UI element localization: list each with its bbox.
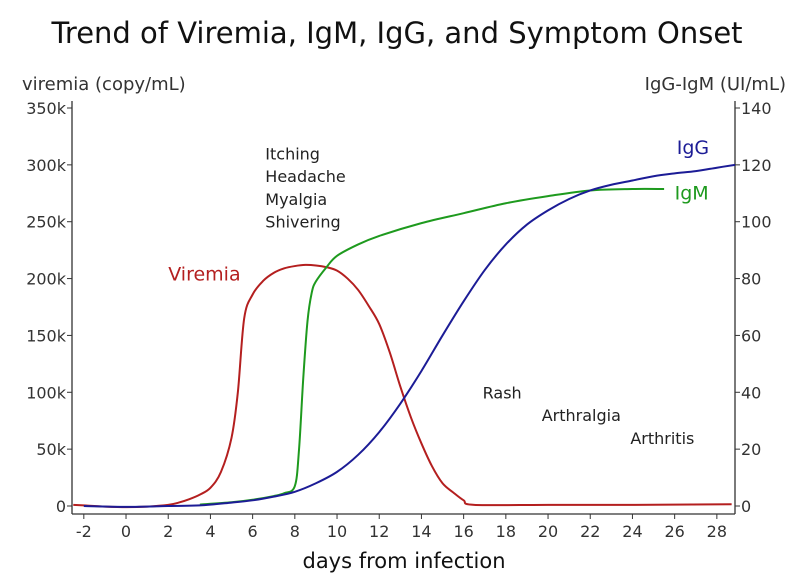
x-tick-label: 24 bbox=[622, 522, 642, 541]
y-right-tick-label: 40 bbox=[741, 383, 761, 402]
series-line-viremia bbox=[73, 263, 732, 509]
x-tick-label: 10 bbox=[327, 522, 347, 541]
annotations-layer: Viremia IgG IgM Itching Headache Myalgia Shive… bbox=[168, 137, 709, 448]
x-tick-label: 14 bbox=[411, 522, 431, 541]
annotation-label: IgG bbox=[677, 137, 709, 159]
y-right-tick-label: 20 bbox=[741, 440, 761, 459]
y-right-tick-label: 0 bbox=[741, 497, 751, 516]
y-right-label: IgG-IgM (UI/mL) bbox=[645, 74, 786, 95]
annotation-label: Arthralgia bbox=[542, 406, 621, 425]
series-line-igg bbox=[83, 163, 736, 508]
annotation-label: Headache bbox=[265, 167, 345, 186]
annotation-label: Arthritis bbox=[630, 429, 694, 448]
y-left-tick-label: 0 bbox=[56, 497, 66, 516]
y-left-tick-label: 200k bbox=[26, 270, 67, 289]
y-left-tick-label: 300k bbox=[26, 156, 67, 175]
y-left-tick-label: 150k bbox=[26, 326, 67, 345]
annotation-label: Viremia bbox=[168, 263, 240, 285]
annotation-label: Rash bbox=[483, 383, 522, 402]
annotation-label: Myalgia bbox=[265, 190, 327, 209]
y-right-tick-label: 120 bbox=[741, 156, 772, 175]
x-axis-label: days from infection bbox=[302, 549, 505, 573]
y-left-tick-label: 350k bbox=[26, 99, 67, 118]
y-left-label: viremia (copy/mL) bbox=[22, 74, 186, 95]
x-tick-label: 18 bbox=[496, 522, 516, 541]
y-left-tick-label: 50k bbox=[36, 440, 66, 459]
x-tick-label: 12 bbox=[369, 522, 389, 541]
x-tick-label: 26 bbox=[664, 522, 684, 541]
x-tick-label: 16 bbox=[453, 522, 473, 541]
x-tick-label: 28 bbox=[707, 522, 727, 541]
y-right-tick-label: 100 bbox=[741, 213, 772, 232]
x-tick-label: 20 bbox=[538, 522, 558, 541]
x-tick-label: 4 bbox=[205, 522, 215, 541]
annotation-label: IgM bbox=[675, 182, 709, 204]
x-tick-label: 2 bbox=[163, 522, 173, 541]
annotation-label: Shivering bbox=[265, 213, 340, 232]
series-line-igm bbox=[199, 187, 665, 506]
x-tick-label: 0 bbox=[121, 522, 131, 541]
y-right-tick-label: 140 bbox=[741, 99, 772, 118]
y-right-tick-label: 80 bbox=[741, 270, 761, 289]
x-tick-label: 8 bbox=[290, 522, 300, 541]
x-tick-label: 6 bbox=[248, 522, 258, 541]
axes: -2 0 2 4 6 8 10 12 14 16 18 20 22 24 26 28050k100k150k2… bbox=[26, 99, 771, 541]
y-left-tick-label: 250k bbox=[26, 213, 67, 232]
x-tick-label: 22 bbox=[580, 522, 600, 541]
annotation-label: Itching bbox=[265, 144, 320, 163]
y-left-tick-label: 100k bbox=[26, 383, 67, 402]
chart-title: Trend of Viremia, IgM, IgG, and Symptom … bbox=[50, 16, 742, 50]
x-tick-label: -2 bbox=[76, 522, 92, 541]
y-right-tick-label: 60 bbox=[741, 326, 761, 345]
series-layer bbox=[73, 163, 736, 509]
